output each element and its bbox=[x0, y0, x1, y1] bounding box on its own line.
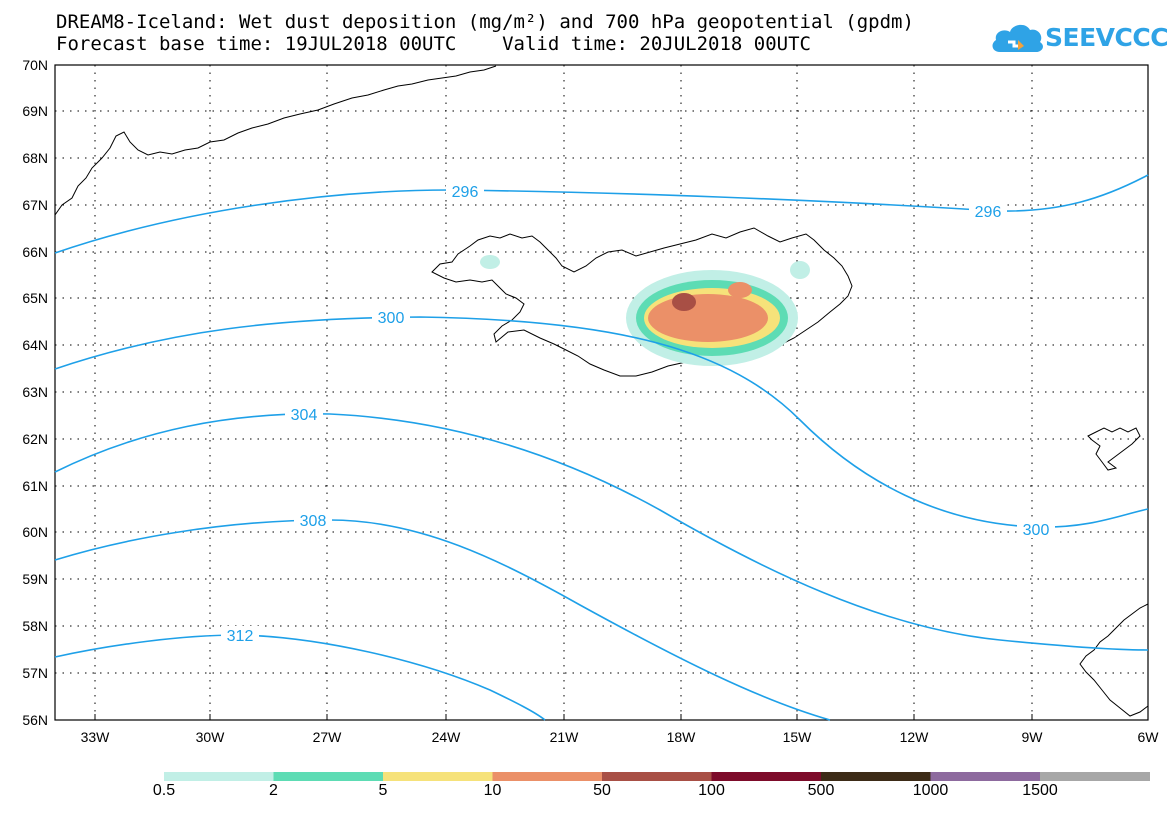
lat-label: 69N bbox=[22, 103, 48, 119]
contour-label: 300 bbox=[1023, 522, 1050, 539]
contour-label: 296 bbox=[452, 184, 479, 201]
contour-308 bbox=[54, 519, 831, 721]
contour-304 bbox=[54, 413, 1149, 651]
dust-level-5 bbox=[672, 293, 696, 311]
contour-label: 296 bbox=[975, 204, 1002, 221]
iceland-coast bbox=[431, 227, 853, 377]
lat-label: 61N bbox=[22, 478, 48, 494]
lat-label: 56N bbox=[22, 712, 48, 728]
lat-labels: 70N 69N 68N 67N 66N 65N 64N 63N 62N 61N … bbox=[22, 57, 48, 728]
contour-labels: 296 296 300 300 304 308 312 bbox=[221, 182, 1055, 645]
seevccc-logo: SEEVCCC bbox=[990, 20, 1169, 60]
lon-label: 6W bbox=[1138, 729, 1160, 745]
lat-label: 66N bbox=[22, 244, 48, 260]
lon-label: 9W bbox=[1022, 729, 1044, 745]
legend-label: 5 bbox=[378, 782, 388, 799]
lon-label: 21W bbox=[550, 729, 580, 745]
legend-swatch bbox=[602, 772, 712, 781]
axis-ticks bbox=[94, 714, 1033, 720]
legend-label: 10 bbox=[483, 782, 502, 799]
lat-label: 57N bbox=[22, 665, 48, 681]
lon-label: 12W bbox=[900, 729, 930, 745]
dust-patch-north bbox=[728, 282, 752, 298]
lat-label: 64N bbox=[22, 337, 48, 353]
legend-swatch bbox=[930, 772, 1041, 781]
lon-label: 27W bbox=[313, 729, 343, 745]
lat-label: 58N bbox=[22, 618, 48, 634]
lon-label: 18W bbox=[667, 729, 697, 745]
legend-swatch bbox=[492, 772, 603, 781]
legend-label: 1500 bbox=[1022, 782, 1058, 799]
contour-label: 304 bbox=[291, 407, 318, 424]
legend-swatch bbox=[164, 772, 274, 781]
lon-labels: 33W 30W 27W 24W 21W 18W 15W 12W 9W 6W bbox=[81, 729, 1160, 745]
lat-label: 59N bbox=[22, 571, 48, 587]
lon-label: 24W bbox=[432, 729, 462, 745]
logo-text: SEEVCCC bbox=[1045, 23, 1169, 52]
legend-label: 100 bbox=[698, 782, 725, 799]
legend-colorbar bbox=[164, 772, 1150, 781]
legend-swatch bbox=[821, 772, 931, 781]
contour-label: 312 bbox=[227, 628, 254, 645]
dust-patch-west bbox=[480, 255, 500, 269]
coastlines bbox=[54, 65, 1149, 717]
lon-label: 33W bbox=[81, 729, 111, 745]
legend-label: 0.5 bbox=[152, 782, 176, 799]
legend-swatch bbox=[273, 772, 384, 781]
legend-label: 500 bbox=[807, 782, 835, 799]
greenland-coast bbox=[54, 65, 497, 216]
dust-level-4 bbox=[648, 294, 768, 342]
map-frame bbox=[54, 64, 1149, 721]
legend-label: 2 bbox=[269, 782, 278, 799]
legend-swatch bbox=[711, 772, 822, 781]
lat-label: 68N bbox=[22, 150, 48, 166]
lon-label: 15W bbox=[783, 729, 813, 745]
chart-subtitle: Forecast base time: 19JUL2018 00UTC Vali… bbox=[56, 33, 811, 55]
lat-label: 62N bbox=[22, 431, 48, 447]
lat-label: 70N bbox=[22, 57, 48, 73]
scotland-coast bbox=[1079, 603, 1149, 717]
faroe-coast bbox=[1087, 427, 1141, 471]
chart-title: DREAM8-Iceland: Wet dust deposition (mg/… bbox=[56, 11, 914, 33]
contour-label: 300 bbox=[378, 310, 405, 327]
dust-deposition-shading bbox=[480, 255, 810, 366]
contour-296 bbox=[54, 174, 1149, 254]
legend-swatch bbox=[1040, 772, 1150, 781]
lat-label: 67N bbox=[22, 197, 48, 213]
legend-label: 1000 bbox=[912, 782, 949, 799]
lat-label: 65N bbox=[22, 290, 48, 306]
lat-label: 60N bbox=[22, 524, 48, 540]
legend-swatch bbox=[383, 772, 493, 781]
contour-312 bbox=[54, 634, 546, 721]
lon-label: 30W bbox=[196, 729, 226, 745]
legend-label: 50 bbox=[593, 782, 611, 799]
lat-label: 63N bbox=[22, 384, 48, 400]
contour-label: 308 bbox=[300, 513, 327, 530]
dust-patch-east bbox=[790, 261, 810, 279]
cloud-icon bbox=[992, 24, 1043, 52]
